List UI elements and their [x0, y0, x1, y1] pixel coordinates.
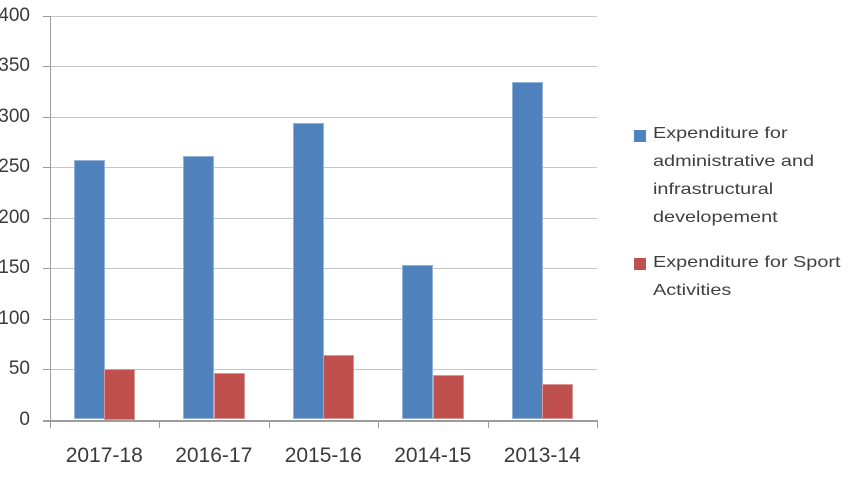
- y-axis-tick: [42, 217, 50, 219]
- y-tick-label: 400: [0, 5, 30, 26]
- x-tick-label: 2013-14: [503, 444, 581, 467]
- x-axis-tick: [49, 419, 51, 428]
- legend-label-series-2: Expenditure for Sport Activities: [653, 254, 841, 299]
- y-tick-label: 250: [0, 156, 30, 178]
- bar: [73, 160, 105, 420]
- x-tick-label: 2015-16: [284, 444, 362, 467]
- y-axis-tick: [42, 116, 50, 118]
- bar: [323, 354, 354, 420]
- bar: [183, 156, 214, 420]
- y-tick-label: 350: [0, 55, 30, 77]
- x-axis-line: [42, 419, 597, 422]
- y-tick-label: 150: [0, 257, 30, 279]
- x-tick-label: 2016-17: [175, 444, 253, 467]
- bar: [511, 81, 543, 420]
- y-axis-tick: [42, 16, 50, 17]
- legend-swatch-blue: [634, 130, 646, 142]
- y-tick-label: 200: [0, 206, 30, 228]
- gridline: [49, 66, 597, 68]
- y-tick-label: 100: [0, 307, 30, 329]
- y-axis-tick: [42, 66, 50, 68]
- y-tick-label: 300: [0, 105, 30, 127]
- y-axis-tick: [42, 167, 50, 169]
- x-axis-tick: [597, 419, 598, 428]
- y-axis-tick: [42, 369, 50, 371]
- y-axis-tick: [42, 268, 50, 270]
- x-axis-tick: [268, 419, 270, 428]
- bar: [104, 369, 135, 420]
- x-tick-label: 2017-18: [65, 444, 143, 467]
- x-axis-tick: [487, 419, 489, 428]
- gridline: [49, 116, 597, 118]
- bar: [292, 122, 324, 420]
- gridline: [49, 16, 597, 17]
- x-axis-tick: [159, 419, 160, 428]
- y-tick-label: 50: [8, 358, 30, 380]
- x-axis-tick: [378, 419, 379, 428]
- legend-swatch-red: [634, 258, 646, 270]
- y-tick-label: 0: [19, 408, 30, 430]
- bar: [432, 375, 464, 420]
- y-axis-line: [49, 16, 51, 428]
- bar: [542, 384, 573, 420]
- x-tick-label: 2014-15: [394, 444, 472, 467]
- legend-label-series-1: Expenditure for administrative and infra…: [653, 125, 815, 226]
- bar: [402, 265, 433, 420]
- y-axis-tick: [42, 318, 50, 320]
- bar: [213, 373, 245, 420]
